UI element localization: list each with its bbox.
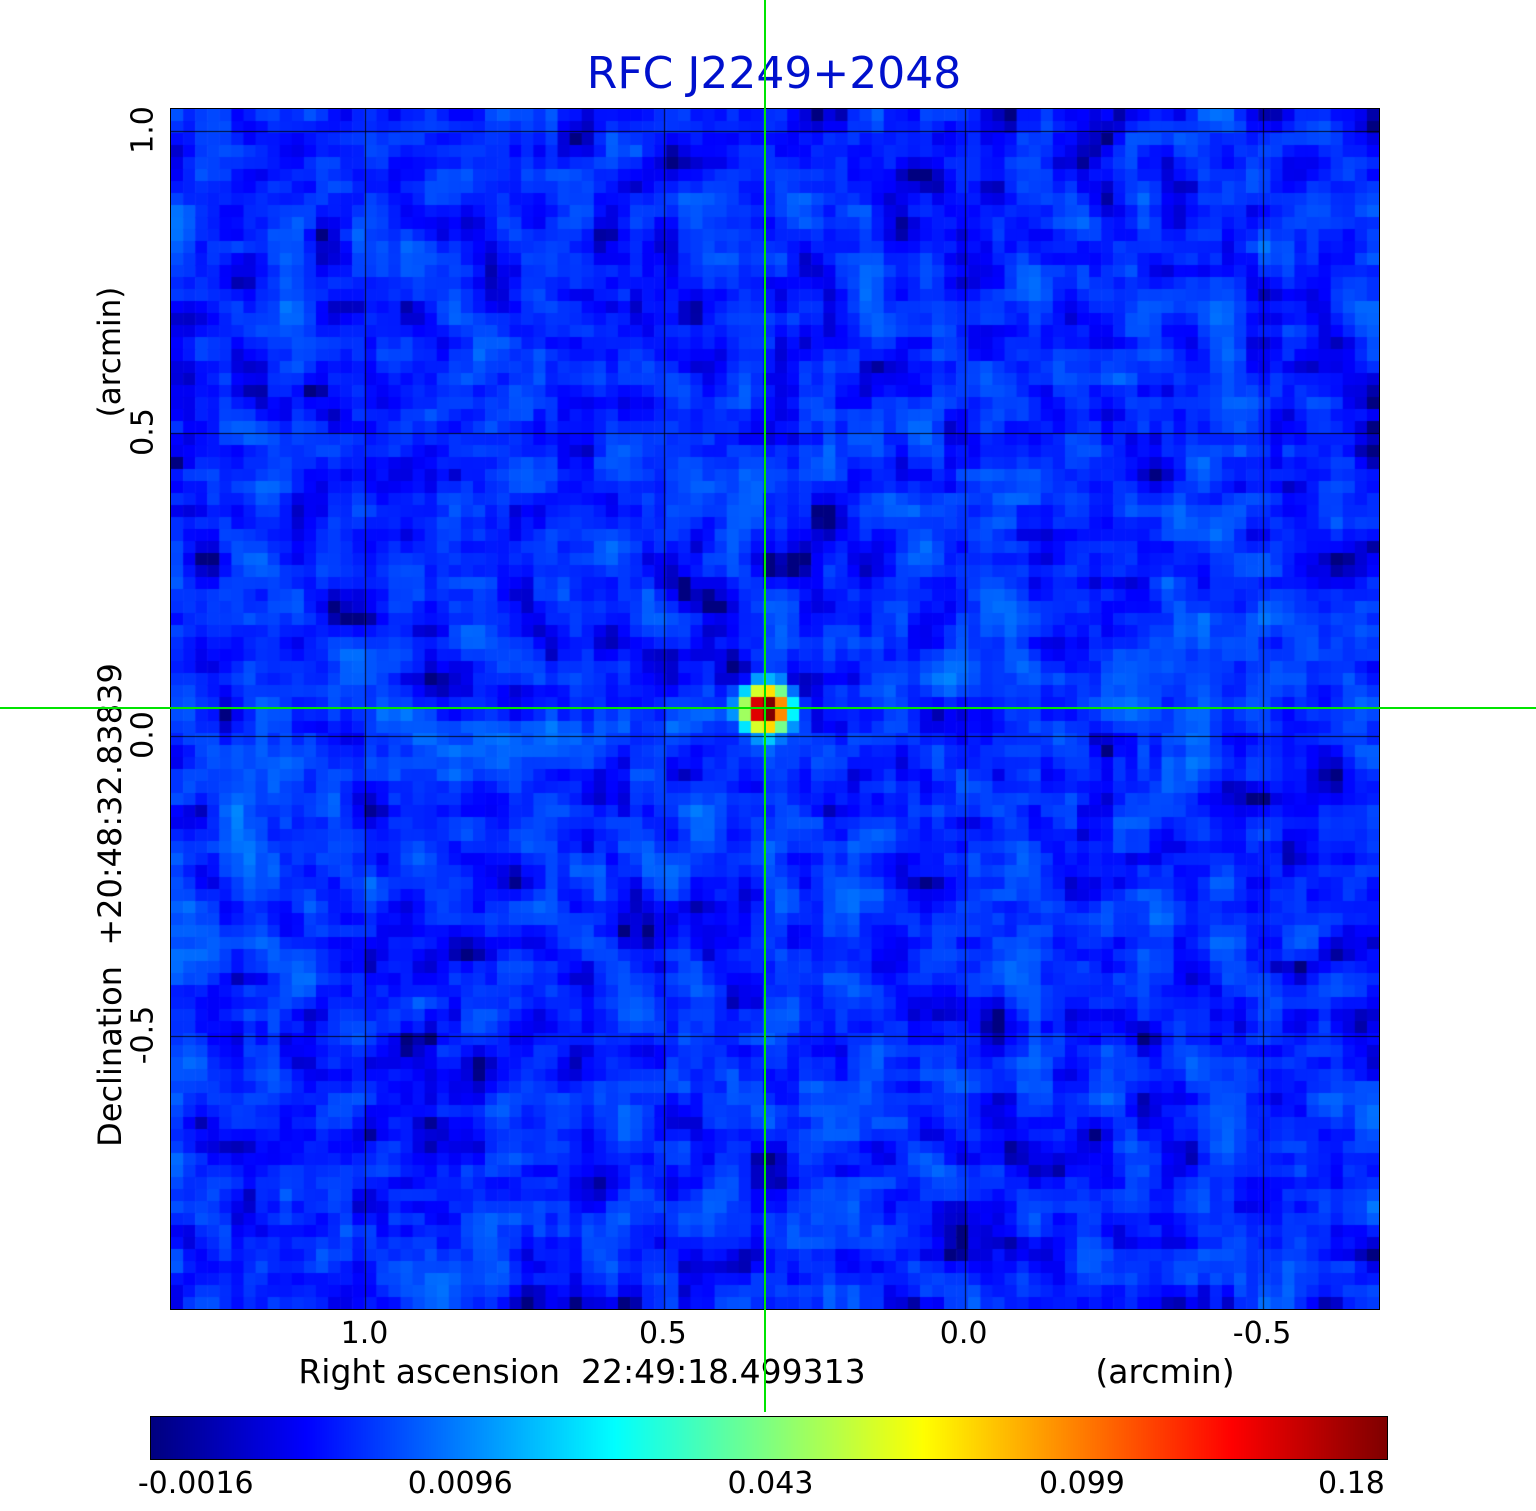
x-tick-label: 0.5 (639, 1316, 687, 1351)
plot-area (170, 108, 1380, 1310)
y-tick-label: 0.0 (125, 711, 161, 759)
colorbar (150, 1416, 1388, 1460)
x-tick-label: 0.0 (939, 1316, 988, 1351)
x-axis-title: Right ascension 22:49:18.499313 (298, 1352, 866, 1391)
x-tick-label: 1.0 (340, 1316, 389, 1351)
x-axis-unit-label: (arcmin) (1095, 1352, 1235, 1391)
y-tick-label: -0.5 (125, 1005, 161, 1065)
figure-title: RFC J2249+2048 (586, 48, 962, 99)
colorbar-tick-label: 0.18 (1317, 1466, 1385, 1501)
y-axis-title: Declination +20:48:32.83839 (91, 663, 129, 1147)
colorbar-tick-label: -0.0016 (137, 1466, 254, 1501)
colorbar-tick-label: 0.099 (1038, 1466, 1125, 1501)
crosshair-vertical-line (763, 0, 766, 1412)
y-tick-label: 0.5 (125, 408, 161, 456)
colorbar-tick-label: 0.043 (727, 1466, 814, 1501)
x-tick-label: -0.5 (1232, 1316, 1292, 1351)
crosshair-horizontal-line (0, 707, 1536, 709)
y-tick-label: 1.0 (125, 105, 161, 154)
sky-map-canvas (171, 109, 1379, 1309)
colorbar-tick-label: 0.0096 (407, 1466, 513, 1501)
y-axis-unit-label: (arcmin) (92, 286, 128, 418)
